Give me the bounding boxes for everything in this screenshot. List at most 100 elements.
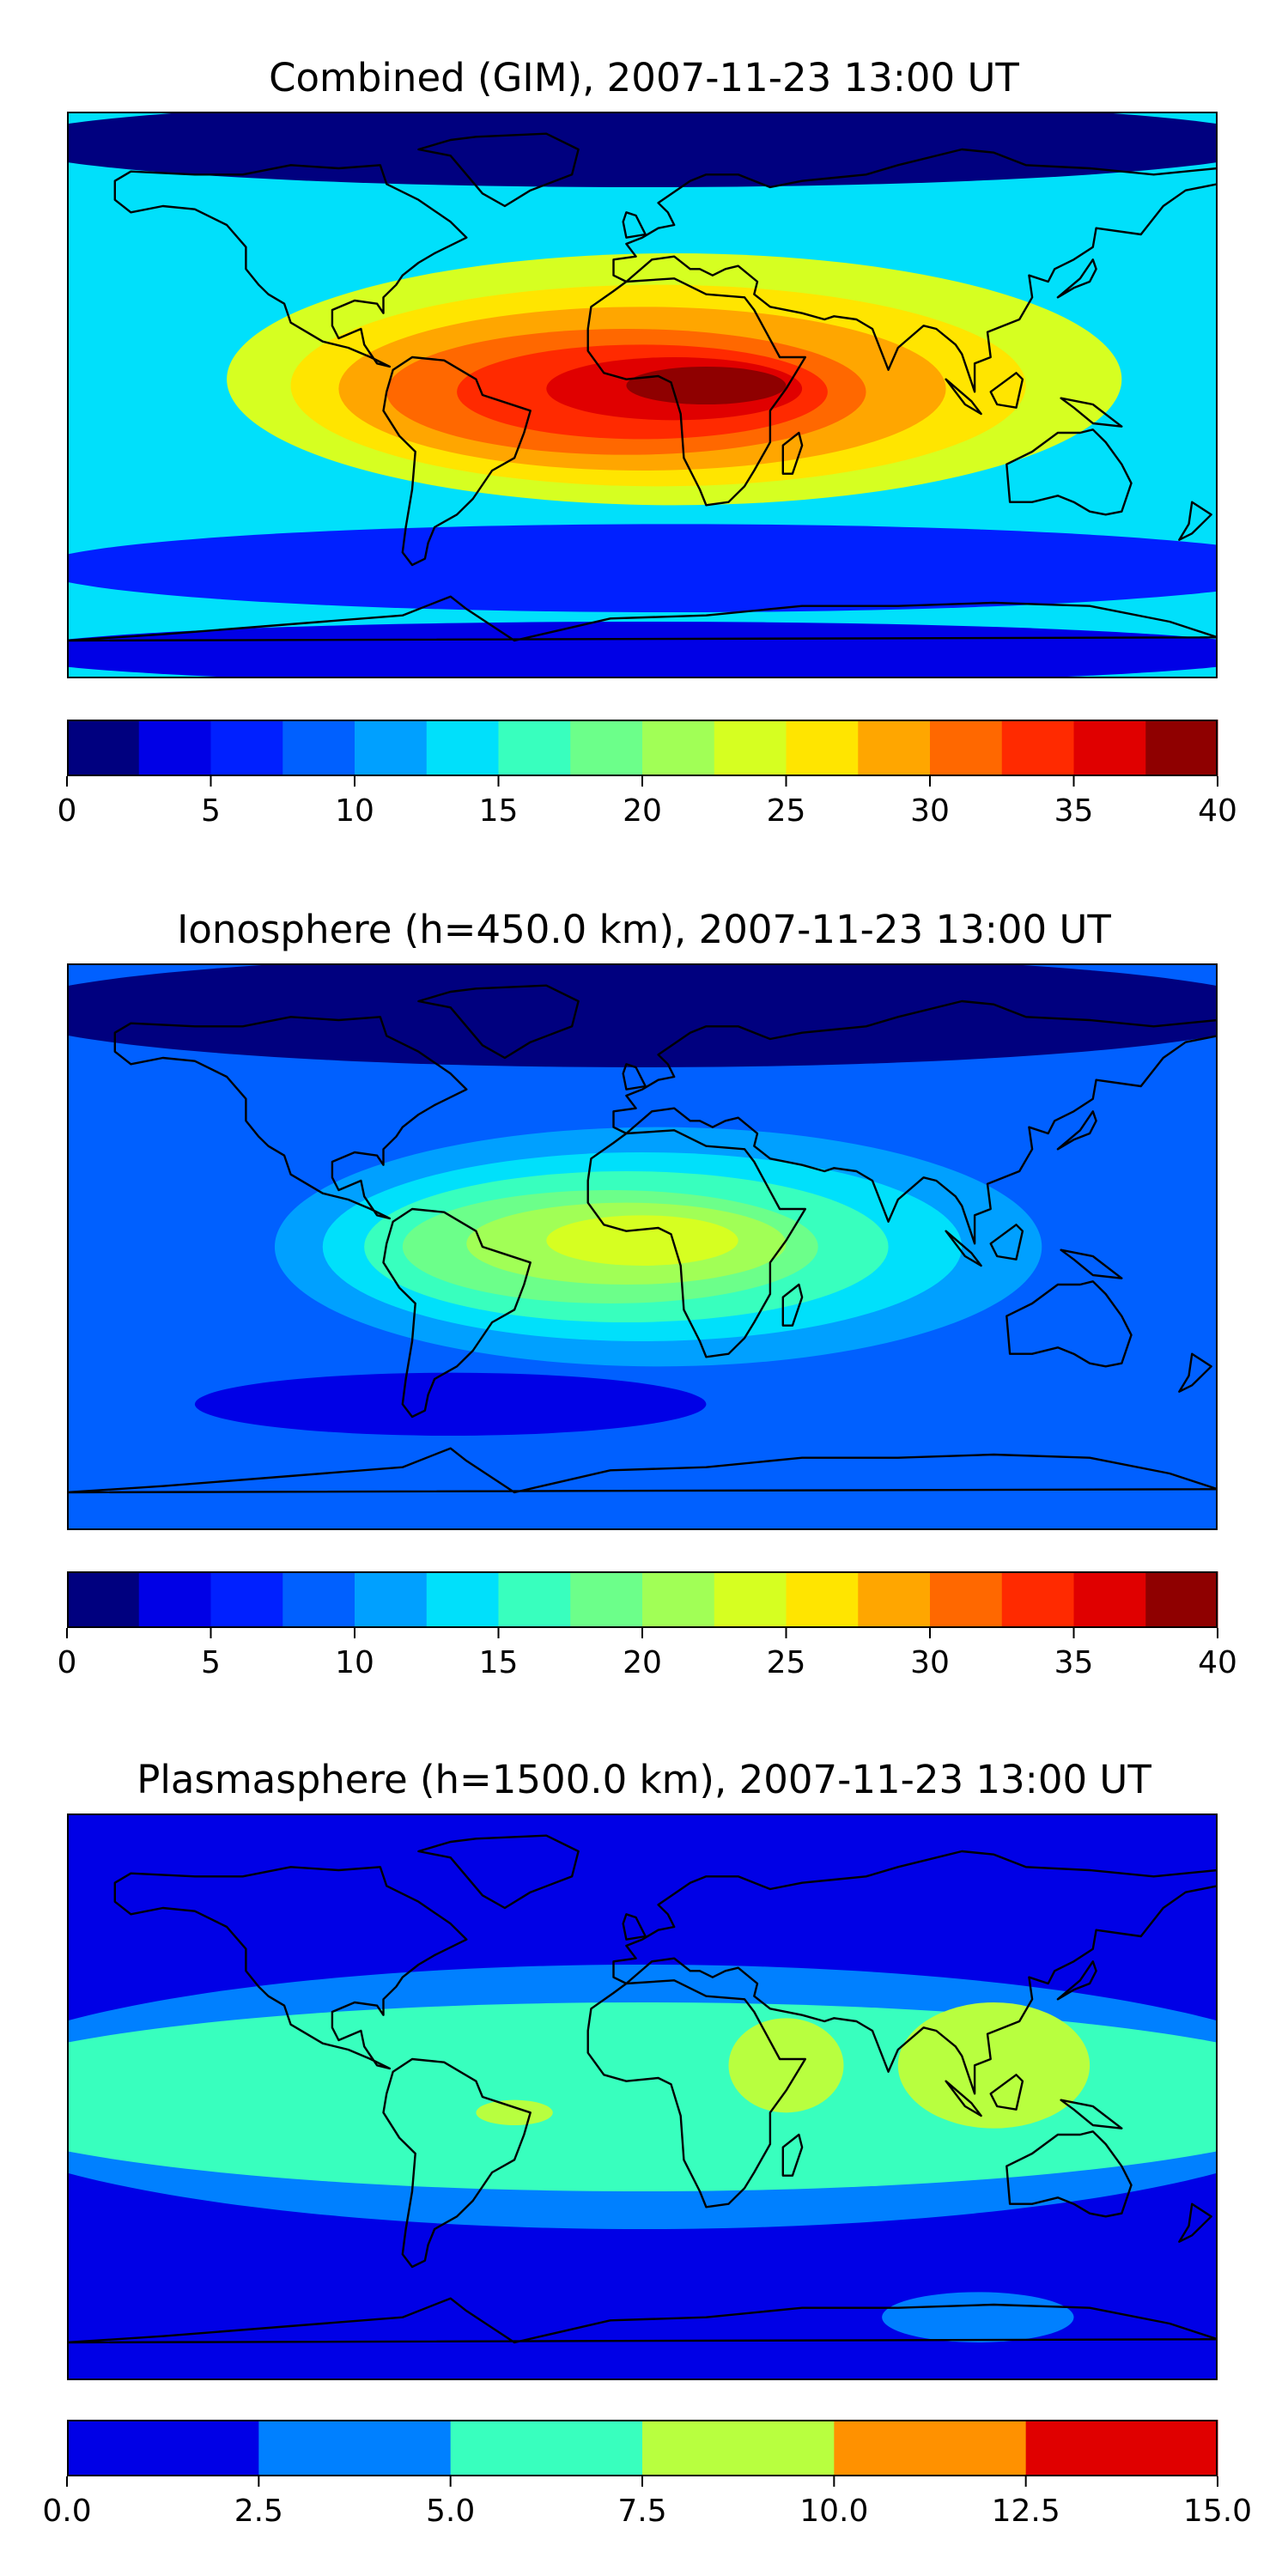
coastline bbox=[1056, 1960, 1097, 2001]
colorbar-tick-label: 15 bbox=[479, 793, 519, 829]
colorbar-segment bbox=[67, 2420, 259, 2476]
coastline bbox=[989, 2074, 1024, 2111]
contour-region-equatorial bbox=[546, 1215, 738, 1266]
coastline bbox=[1060, 397, 1123, 428]
coastline bbox=[622, 1913, 647, 1941]
colorbar-segment bbox=[834, 2420, 1027, 2476]
coastline bbox=[67, 1447, 1218, 1494]
coastline bbox=[1005, 2130, 1133, 2218]
colorbar-frame bbox=[67, 1571, 1218, 1628]
coastline bbox=[945, 378, 982, 416]
panel-2-colorbar: 0 5 10 15 20 25 30 35 40 bbox=[58, 1571, 1237, 1680]
coastline bbox=[113, 164, 468, 368]
coastline bbox=[1178, 2202, 1212, 2243]
coastline bbox=[382, 2057, 532, 2269]
coastline bbox=[989, 372, 1024, 409]
coastline bbox=[1005, 1280, 1133, 1368]
colorbar-segment bbox=[258, 2420, 452, 2476]
colorbar-tick-label: 5 bbox=[201, 1645, 221, 1680]
contour-region-blob-arabia bbox=[728, 2018, 844, 2113]
colorbar-tick-label: 0 bbox=[58, 793, 77, 829]
coastline bbox=[1056, 1110, 1097, 1151]
coastline bbox=[67, 595, 1218, 642]
colorbar-segment bbox=[570, 720, 643, 776]
colorbar-tick-label: 5 bbox=[201, 793, 221, 829]
coastline bbox=[1178, 1352, 1212, 1393]
colorbar-tick-label: 20 bbox=[623, 793, 662, 829]
colorbar-frame bbox=[67, 2420, 1218, 2476]
colorbar-segment bbox=[67, 720, 140, 776]
coastline bbox=[417, 132, 580, 208]
panel-3-map bbox=[67, 1814, 1218, 2380]
map-frame bbox=[67, 112, 1218, 678]
colorbar-tick-label: 7.5 bbox=[617, 2494, 666, 2529]
colorbar-frame bbox=[67, 720, 1218, 776]
coastline bbox=[1060, 2099, 1123, 2129]
panel-3-title: Plasmasphere (h=1500.0 km), 2007-11-23 1… bbox=[137, 1757, 1151, 1802]
colorbar-segment bbox=[714, 1571, 787, 1628]
coastline bbox=[417, 1834, 580, 1910]
contour-region-polar-north bbox=[67, 963, 1218, 1067]
colorbar-segment bbox=[858, 1571, 931, 1628]
colorbar-tick-label: 35 bbox=[1054, 793, 1094, 829]
contour-region-blob-brazil bbox=[476, 2099, 553, 2125]
colorbar-tick-label: 15 bbox=[479, 1645, 519, 1680]
coastline bbox=[1060, 1249, 1123, 1279]
colorbar-segment bbox=[642, 2420, 835, 2476]
coastline bbox=[945, 1230, 982, 1267]
coastline bbox=[417, 984, 580, 1060]
colorbar-segment bbox=[283, 720, 355, 776]
coastline bbox=[1178, 501, 1212, 541]
colorbar-tick-label: 5.0 bbox=[426, 2494, 475, 2529]
colorbar-tick-label: 10 bbox=[335, 1645, 374, 1680]
panel-1-colorbar: 0 5 10 15 20 25 30 35 40 bbox=[58, 720, 1237, 829]
colorbar-segment bbox=[498, 720, 571, 776]
colorbar-segment bbox=[1073, 720, 1146, 776]
contour-region-blob-indonesia bbox=[897, 2002, 1091, 2129]
colorbar-segment bbox=[1145, 1571, 1218, 1628]
coastline bbox=[781, 1283, 804, 1327]
coastline bbox=[586, 277, 806, 507]
coastline bbox=[113, 1866, 468, 2070]
panel-2-map bbox=[67, 963, 1218, 1530]
colorbar-tick-label: 10 bbox=[335, 793, 374, 829]
coastline bbox=[622, 1063, 647, 1091]
colorbar-segment bbox=[1001, 720, 1074, 776]
contour-region-south-blob bbox=[882, 2292, 1074, 2342]
colorbar-segment bbox=[1025, 2420, 1218, 2476]
colorbar-segment bbox=[1001, 1571, 1074, 1628]
panel-1-title: Combined (GIM), 2007-11-23 13:00 UT bbox=[269, 55, 1019, 100]
coastline bbox=[612, 1850, 1218, 2095]
colorbar-tick-label: 2.5 bbox=[234, 2494, 283, 2529]
colorbar-segment bbox=[210, 720, 283, 776]
coastline bbox=[382, 1207, 532, 1419]
coastline bbox=[1056, 258, 1097, 299]
colorbar-segment bbox=[138, 720, 211, 776]
colorbar-segment bbox=[355, 1571, 428, 1628]
colorbar-tick-label: 20 bbox=[623, 1645, 662, 1680]
colorbar-segment bbox=[786, 720, 859, 776]
coastline bbox=[67, 2297, 1218, 2344]
coastline bbox=[586, 1979, 806, 2208]
coastline bbox=[989, 1224, 1024, 1261]
contour-region-south-band bbox=[194, 1372, 707, 1436]
colorbar-tick-label: 40 bbox=[1198, 793, 1237, 829]
map-frame bbox=[67, 1814, 1218, 2380]
colorbar-tick-label: 15.0 bbox=[1183, 2494, 1252, 2529]
coastline bbox=[113, 1016, 468, 1220]
colorbar-tick-label: 25 bbox=[767, 793, 806, 829]
coastline bbox=[382, 355, 532, 567]
panel-3-colorbar: 0.0 2.5 5.0 7.5 10.0 12.5 15.0 bbox=[42, 2420, 1252, 2529]
colorbar-tick-label: 40 bbox=[1198, 1645, 1237, 1680]
colorbar-segment bbox=[283, 1571, 355, 1628]
colorbar-segment bbox=[210, 1571, 283, 1628]
colorbar-segment bbox=[426, 720, 499, 776]
colorbar-segment bbox=[138, 1571, 211, 1628]
coastline bbox=[781, 2133, 804, 2177]
colorbar-tick-label: 25 bbox=[767, 1645, 806, 1680]
colorbar-tick-label: 10.0 bbox=[799, 2494, 868, 2529]
colorbar-segment bbox=[786, 1571, 859, 1628]
map-frame bbox=[67, 963, 1218, 1530]
colorbar-tick-label: 35 bbox=[1054, 1645, 1094, 1680]
